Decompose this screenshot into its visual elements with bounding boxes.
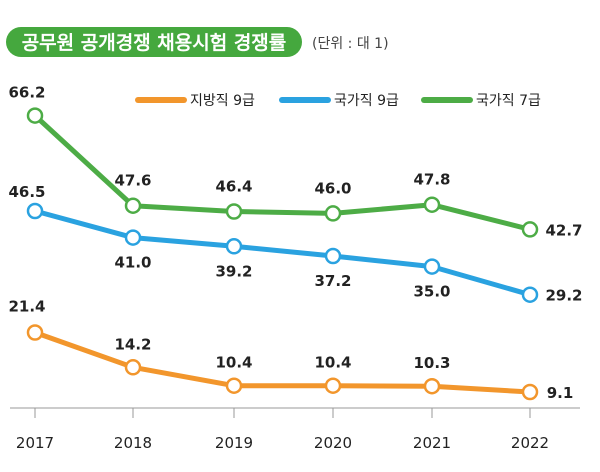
data-label-local_9-2022: 9.1 xyxy=(547,384,574,402)
series-line-national_7 xyxy=(32,113,533,232)
data-label-local_9-2019: 10.4 xyxy=(215,354,252,372)
point-national_9-2022 xyxy=(521,286,539,303)
legend-label-national_9: 국가직 9급 xyxy=(334,93,399,109)
data-label-local_9-2017: 21.4 xyxy=(8,298,45,316)
data-label-national_9-2021: 35.0 xyxy=(413,283,450,301)
point-national_9-2021 xyxy=(423,258,441,275)
legend-label-national_7: 국가직 7급 xyxy=(476,93,541,109)
x-tick-label-2021: 2021 xyxy=(413,434,451,452)
chart-title-text: 공무원 공개경쟁 채용시험 경쟁률 xyxy=(22,32,287,54)
data-label-national_9-2022: 29.2 xyxy=(545,287,582,305)
point-national_7-2019 xyxy=(225,203,243,220)
data-label-local_9-2021: 10.3 xyxy=(413,354,450,372)
point-national_7-2018 xyxy=(124,197,142,214)
data-label-local_9-2018: 14.2 xyxy=(114,335,151,353)
data-label-national_9-2017: 46.5 xyxy=(8,183,45,201)
series-national_9: 46.5 41.0 39.2 37.2 35.0 29.2 xyxy=(8,183,582,305)
unit-label: (단위 : 대 1) xyxy=(312,36,389,52)
data-label-national_7-2022: 42.7 xyxy=(545,221,582,239)
point-national_7-2017 xyxy=(26,107,44,124)
point-national_9-2017 xyxy=(26,202,44,220)
data-label-local_9-2020: 10.4 xyxy=(314,354,351,372)
x-axis: 2017 2018 2019 2020 2021 2022 xyxy=(10,407,580,452)
x-tick-label-2017: 2017 xyxy=(16,434,54,452)
series-national_7: 66.2 47.6 46.4 46.0 47.8 42.7 xyxy=(8,84,582,240)
series-layer: 21.4 14.2 10.4 10.4 10.3 9.1 46.5 41.0 39.2 37.2 3… xyxy=(8,84,582,402)
point-national_9-2019 xyxy=(225,238,243,255)
data-label-national_7-2020: 46.0 xyxy=(314,179,351,197)
data-label-national_9-2018: 41.0 xyxy=(114,254,151,272)
point-local_9-2017 xyxy=(26,324,44,341)
x-tick-label-2019: 2019 xyxy=(215,434,253,452)
data-label-national_7-2019: 46.4 xyxy=(215,178,252,196)
point-national_7-2022 xyxy=(521,221,539,238)
data-label-national_9-2020: 37.2 xyxy=(314,272,351,290)
data-label-national_7-2018: 47.6 xyxy=(114,172,151,190)
data-label-national_7-2021: 47.8 xyxy=(413,171,450,189)
series-line-national_9 xyxy=(32,208,533,298)
data-label-national_9-2019: 39.2 xyxy=(215,262,252,280)
point-local_9-2018 xyxy=(124,359,142,376)
point-national_9-2018 xyxy=(124,229,142,246)
point-national_7-2021 xyxy=(423,196,441,213)
point-national_9-2020 xyxy=(324,247,342,265)
data-label-national_7-2017: 66.2 xyxy=(8,84,45,102)
point-national_7-2020 xyxy=(324,205,342,222)
legend-label-local_9: 지방직 9급 xyxy=(190,93,255,109)
x-tick-label-2020: 2020 xyxy=(314,434,352,452)
chart-title: 공무원 공개경쟁 채용시험 경쟁률 xyxy=(6,27,302,57)
point-local_9-2021 xyxy=(423,377,441,395)
series-local_9: 21.4 14.2 10.4 10.4 10.3 9.1 xyxy=(8,298,573,403)
series-line-local_9 xyxy=(32,330,533,395)
x-tick-label-2018: 2018 xyxy=(114,434,152,452)
point-local_9-2020 xyxy=(324,377,342,394)
x-tick-label-2022: 2022 xyxy=(511,434,549,452)
point-local_9-2022 xyxy=(521,383,539,401)
point-local_9-2019 xyxy=(225,377,243,394)
title-badge xyxy=(6,27,302,57)
legend: 지방직 9급 국가직 9급 국가직 7급 xyxy=(135,93,541,109)
